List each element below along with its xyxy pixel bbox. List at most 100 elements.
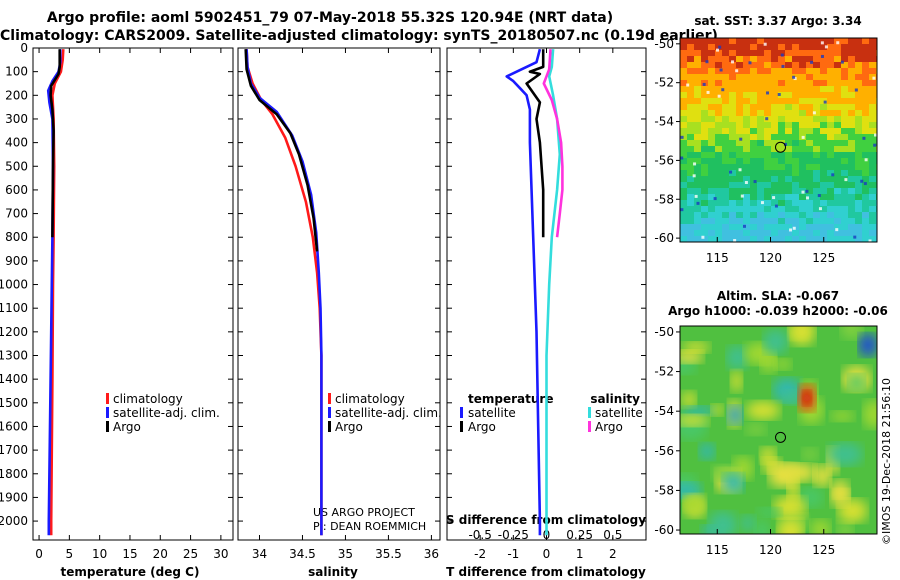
sst-cell: [715, 170, 723, 177]
sst-cell: [757, 170, 765, 177]
sst-cell: [764, 74, 772, 81]
sst-cell: [708, 80, 716, 87]
sst-cell: [715, 98, 723, 105]
sst-cell: [862, 80, 870, 87]
sst-cell: [680, 236, 688, 242]
temperature-tick-label: 10: [92, 547, 107, 561]
sst-cell: [806, 62, 814, 69]
sst-cell: [736, 236, 744, 242]
sst-cell: [785, 146, 793, 153]
sst-cell: [778, 152, 786, 159]
sst-cell: [687, 92, 695, 99]
sla-blob: [847, 373, 866, 392]
sst-cell: [813, 158, 821, 165]
sst-cell: [841, 68, 849, 75]
sst-cell: [848, 50, 856, 57]
sst-cell: [729, 44, 737, 51]
sst-cell: [757, 74, 765, 81]
sst-map-lon-label: 115: [706, 251, 729, 265]
sst-cell: [764, 68, 772, 75]
sst-cell: [757, 218, 765, 225]
sst-speckle: [792, 226, 796, 230]
sst-speckle: [729, 170, 733, 174]
profile-panel-1-frame: [32, 47, 234, 541]
sst-cell: [813, 38, 821, 45]
sla-blob: [836, 520, 855, 534]
sst-cell: [855, 50, 863, 57]
sst-speckle: [818, 207, 822, 211]
sst-cell: [729, 140, 737, 147]
sst-cell: [813, 188, 821, 195]
sst-cell: [862, 62, 870, 69]
sst-cell: [680, 140, 688, 147]
sst-cell: [827, 146, 835, 153]
sst-cell: [750, 194, 758, 201]
sst-cell: [708, 206, 716, 213]
sst-cell: [869, 182, 877, 189]
sst-cell: [708, 92, 716, 99]
temperature-axis-label: temperature (deg C): [61, 565, 200, 579]
sst-cell: [813, 134, 821, 141]
sst-cell: [841, 44, 849, 51]
sst-cell: [736, 122, 744, 129]
sst-cell: [715, 194, 723, 201]
sst-cell: [736, 74, 744, 81]
sst-cell: [820, 38, 828, 45]
sst-cell: [708, 98, 716, 105]
sst-cell: [764, 188, 772, 195]
sst-cell: [687, 194, 695, 201]
sst-cell: [862, 194, 870, 201]
sst-cell: [722, 134, 730, 141]
sst-cell: [722, 116, 730, 123]
sst-cell: [729, 200, 737, 207]
sst-cell: [778, 182, 786, 189]
sst-cell: [813, 224, 821, 231]
sst-cell: [862, 224, 870, 231]
sst-cell: [701, 104, 709, 111]
sst-speckle: [713, 197, 717, 201]
sst-cell: [799, 200, 807, 207]
sst-speckle: [789, 228, 793, 232]
sst-cell: [680, 56, 688, 63]
sst-cell: [806, 92, 814, 99]
sst-cell: [862, 170, 870, 177]
sst-cell: [813, 104, 821, 111]
sst-cell: [855, 140, 863, 147]
sst-cell: [701, 146, 709, 153]
sst-cell: [813, 194, 821, 201]
sst-cell: [764, 38, 772, 45]
sst-speckle: [810, 60, 814, 64]
sst-cell: [799, 128, 807, 135]
sst-cell: [813, 230, 821, 237]
sst-cell: [722, 158, 730, 165]
sst-cell: [743, 224, 751, 231]
sst-cell: [820, 104, 828, 111]
sst-cell: [708, 44, 716, 51]
sst-cell: [862, 140, 870, 147]
depth-tick-label: 1000: [0, 278, 28, 292]
sst-cell: [680, 116, 688, 123]
sst-cell: [715, 128, 723, 135]
sst-speckle: [694, 194, 698, 198]
sst-cell: [799, 50, 807, 57]
sst-cell: [813, 152, 821, 159]
sla-map-lat-label: -54: [654, 404, 674, 418]
sst-cell: [834, 80, 842, 87]
sst-speckle: [686, 83, 690, 87]
sst-cell: [715, 158, 723, 165]
sla-blob: [862, 399, 877, 429]
sst-cell: [743, 140, 751, 147]
s-difference-tick-label: 0.5: [603, 528, 622, 542]
sst-cell: [841, 140, 849, 147]
sst-cell: [743, 74, 751, 81]
sst-cell: [764, 146, 772, 153]
sst-cell: [715, 176, 723, 183]
sst-cell: [736, 158, 744, 165]
sst-cell: [680, 194, 688, 201]
sst-speckle: [763, 42, 767, 46]
sst-cell: [764, 230, 772, 237]
sst-speckle: [792, 75, 796, 79]
sst-cell: [827, 56, 835, 63]
sla-blob: [827, 442, 863, 466]
sst-cell: [820, 218, 828, 225]
